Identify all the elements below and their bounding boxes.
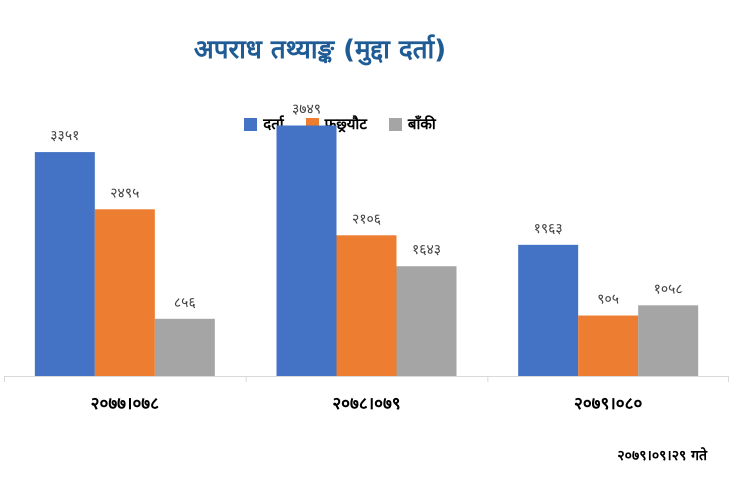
data-label-remaining-1: १६४३: [412, 242, 441, 258]
x-tick-label-2: २०७९।०८०: [574, 394, 642, 414]
legend-swatch-registered: [244, 117, 258, 131]
bar-settled-2: [578, 315, 639, 376]
data-label-remaining-0: ८५६: [174, 295, 196, 311]
bar-registered-2: [518, 244, 579, 376]
data-label-registered-2: १९६३: [534, 221, 563, 237]
legend-label-remaining: बाँकी: [407, 115, 436, 133]
bar-remaining-1: [396, 266, 457, 376]
bar-settled-0: [94, 209, 155, 376]
bar-settled-1: [336, 235, 397, 376]
data-label-registered-1: ३७४९: [292, 101, 321, 117]
x-tick-label-0: २०७७।०७८: [91, 394, 159, 414]
bar-registered-0: [34, 152, 95, 376]
data-label-settled-1: २१०६: [352, 211, 381, 227]
chart-title: अपराध तथ्याङ्क (मुद्दा दर्ता): [193, 35, 447, 65]
data-label-remaining-2: १०५८: [654, 281, 683, 297]
legend-swatch-remaining: [388, 117, 402, 131]
data-label-settled-0: २४९५: [110, 185, 139, 201]
bar-registered-1: [276, 125, 337, 377]
footer-date: २०७९।०९।२९ गते: [617, 448, 707, 464]
data-label-settled-2: ९०५: [597, 292, 619, 308]
bar-remaining-2: [638, 305, 699, 376]
x-tick-label-1: २०७८।०७९: [332, 394, 400, 414]
data-label-registered-0: ३३५१: [50, 128, 79, 144]
legend-item-remaining: बाँकी: [388, 114, 436, 134]
bar-remaining-0: [154, 318, 215, 376]
